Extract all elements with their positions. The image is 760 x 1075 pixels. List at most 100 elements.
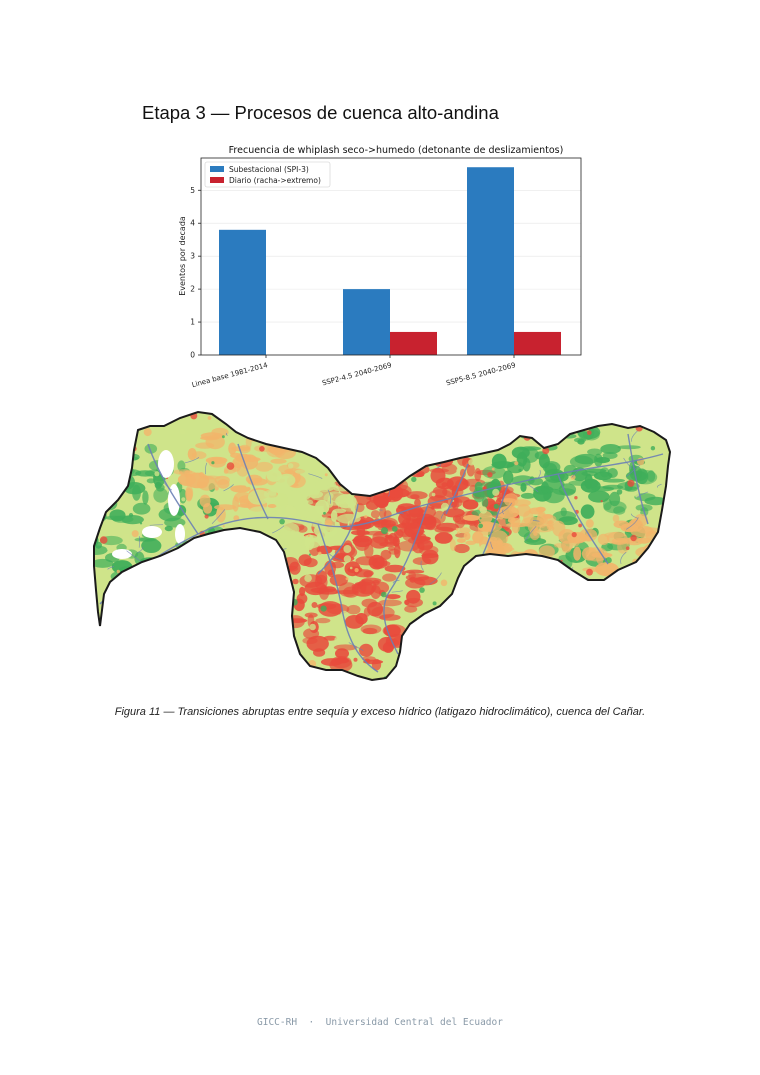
- tributary: [538, 469, 541, 478]
- chart-title: Frecuencia de whiplash seco->humedo (det…: [229, 145, 564, 156]
- map-speckle: [269, 563, 276, 571]
- map-patch: [296, 593, 308, 604]
- whiplash-bar-chart: Frecuencia de whiplash seco->humedo (det…: [178, 145, 582, 388]
- y-tick-label: 3: [190, 252, 195, 261]
- map-patch: [201, 475, 221, 480]
- map-speckle: [358, 462, 366, 470]
- map-patch: [230, 452, 242, 459]
- map-patch: [362, 656, 376, 662]
- map-speckle: [259, 446, 265, 452]
- map-speckle: [571, 532, 577, 538]
- map-speckle: [509, 639, 517, 647]
- map-patch: [389, 456, 414, 470]
- map-patch: [599, 467, 610, 478]
- map-speckle: [307, 534, 310, 537]
- map-speckle: [620, 604, 623, 607]
- map-patch: [520, 482, 527, 492]
- map-speckle: [518, 468, 522, 472]
- map-speckle: [139, 522, 143, 525]
- map-patch: [459, 527, 471, 534]
- map-speckle: [107, 456, 116, 465]
- map-patch: [560, 507, 567, 517]
- map-speckle: [243, 519, 251, 527]
- map-speckle: [250, 538, 254, 541]
- map-patch: [230, 485, 251, 493]
- map-patch: [532, 524, 555, 533]
- map-patch: [142, 490, 149, 505]
- map-speckle: [311, 602, 318, 608]
- tributary: [571, 467, 582, 478]
- bar-subestacional-1: [219, 229, 266, 355]
- map-speckle: [411, 476, 417, 483]
- map-patch: [335, 494, 357, 509]
- map-patch: [101, 455, 120, 462]
- map-patch: [164, 525, 173, 532]
- map-patch: [335, 648, 349, 659]
- map-speckle: [652, 659, 657, 664]
- map-patch: [618, 572, 633, 579]
- map-patch: [520, 492, 535, 499]
- tributary: [251, 412, 263, 426]
- map-patch: [94, 480, 100, 497]
- map-speckle: [596, 626, 604, 634]
- map-speckle: [578, 523, 582, 528]
- map-patch: [333, 644, 358, 651]
- map-patch: [302, 499, 314, 505]
- river: [99, 453, 664, 605]
- tributary: [637, 645, 641, 649]
- map-speckle: [544, 429, 549, 434]
- map-speckle: [223, 469, 229, 474]
- map-speckle: [642, 568, 647, 573]
- map-speckle: [126, 639, 135, 648]
- map-patch: [156, 563, 177, 576]
- map-speckle: [456, 468, 461, 473]
- map-speckle: [548, 420, 552, 424]
- tributary: [622, 621, 635, 626]
- map-speckle: [102, 469, 106, 473]
- bar-diario-2: [390, 331, 437, 355]
- map-speckle: [288, 463, 294, 469]
- map-patch: [141, 538, 162, 553]
- map-speckle: [245, 603, 253, 611]
- map-patch: [386, 488, 410, 498]
- map-patch: [379, 478, 394, 487]
- map-patch: [354, 535, 362, 543]
- map-patch: [371, 459, 382, 472]
- map-speckle: [364, 515, 368, 519]
- map-patch: [375, 483, 382, 491]
- map-patch: [155, 563, 179, 573]
- map-speckle: [609, 612, 614, 617]
- map-patch: [288, 618, 308, 623]
- map-patch: [412, 557, 432, 566]
- map-speckle: [564, 627, 568, 631]
- map-speckle: [551, 588, 559, 596]
- map-patch: [104, 490, 119, 500]
- map-speckle: [179, 471, 183, 475]
- map-patch: [548, 520, 554, 527]
- map-patch: [144, 443, 158, 454]
- river: [237, 443, 269, 520]
- map-patch: [530, 421, 547, 436]
- map-speckle: [531, 585, 539, 593]
- map-speckle: [505, 606, 508, 609]
- map-speckle: [434, 628, 442, 636]
- map-speckle: [214, 486, 219, 491]
- map-patch: [636, 527, 661, 534]
- tributary: [623, 457, 633, 469]
- tributary: [244, 531, 257, 537]
- map-speckle: [524, 625, 531, 631]
- map-patch: [574, 453, 598, 465]
- map-patch: [478, 510, 493, 524]
- map-patch: [96, 492, 112, 505]
- map-speckle: [496, 539, 503, 546]
- map-speckle: [491, 467, 495, 471]
- map-speckle: [646, 651, 649, 655]
- map-speckle: [454, 621, 460, 627]
- map-patch: [248, 489, 270, 505]
- map-patch: [284, 490, 303, 507]
- water-body: [175, 524, 185, 544]
- map-patch: [481, 497, 489, 508]
- map-patch: [383, 478, 401, 484]
- map-speckle: [664, 550, 669, 555]
- map-speckle: [274, 583, 281, 590]
